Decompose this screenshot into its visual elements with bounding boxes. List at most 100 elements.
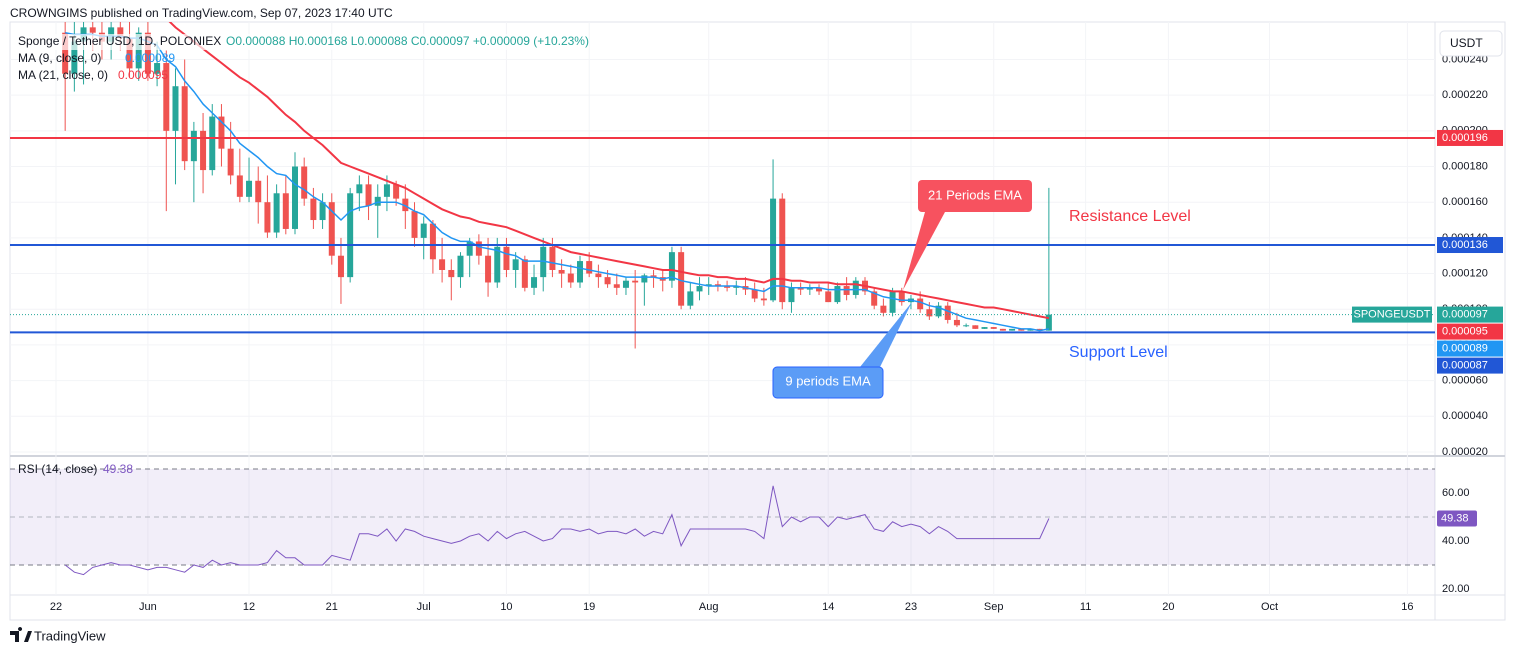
ma9-value: 0.000089 [125,51,175,65]
x-tick-label: 12 [243,601,255,613]
ema-line [168,22,1050,320]
price-value-label: 0.000095 [1442,325,1488,337]
candle-body [163,63,170,131]
candle-body [567,273,574,283]
candle-body [531,277,538,288]
candle-body [1009,328,1016,331]
candle-body [852,280,859,295]
candle-body [871,291,878,306]
candle-body [696,286,703,292]
candle-body [135,32,142,69]
candle-body [687,291,694,306]
y-tick-label: 60.00 [1442,487,1470,499]
rsi-value-label: 49.38 [1441,512,1469,524]
candle-body [89,27,96,33]
candle-body [475,241,482,256]
candle-body [917,298,924,310]
candle-body [963,325,970,327]
candle-body [1045,314,1052,331]
candle-body [981,327,988,329]
candle-body [586,261,593,274]
candle-body [733,286,740,288]
candle-body [622,280,629,288]
candle-body [227,148,234,176]
candle-body [705,284,712,287]
y-tick-label: 0.000180 [1442,160,1488,172]
axis-labels: 22 Jun 12 21 Jul 10 19 Aug 14 23 Sep 11 20 Oct 16 0.000… [50,53,1503,613]
candle-body [319,202,326,221]
price-value-box [1437,357,1503,374]
symbol-box [1352,306,1432,323]
candle-body [613,284,620,288]
currency-button[interactable] [1439,30,1503,57]
y-tick-label: 0.000020 [1442,446,1488,458]
x-tick-label: Jul [417,601,431,613]
candle-body [236,175,243,197]
candle-body [273,193,280,233]
currency-label[interactable]: USDT [1450,36,1483,50]
ema21-callout: 21 Periods EMA [903,180,1032,290]
x-tick-label: Aug [699,601,719,613]
candle-body [521,259,528,288]
candle-body [356,184,363,194]
candle-body [724,286,731,288]
callout-text: 9 periods EMA [785,373,871,388]
candle-body [577,261,583,283]
candle-body [843,286,850,295]
candle-body [503,246,510,270]
callout-pointer [860,302,912,367]
x-tick-label: 23 [905,601,917,613]
y-tick-label: 0.000240 [1442,53,1488,65]
candle-body [154,63,161,74]
candle-body [420,223,427,238]
x-tick-label: 14 [822,601,834,613]
x-tick-label: 11 [1080,601,1091,613]
candle-body [172,86,179,131]
rsi-line [64,485,1050,576]
candle-body [310,198,317,221]
candle-body [751,289,758,299]
symbol-title: Sponge / Tether USD, 1D, POLONIEX [18,34,221,48]
y-tick-label: 0.000060 [1442,375,1488,387]
candle-body [411,211,418,238]
x-tick-label: Oct [1261,601,1278,613]
callout-box [772,366,884,399]
candle-body [935,305,942,317]
candle-body [953,319,960,326]
ema-line [65,31,1050,332]
ohlc-legend: O0.000088 H0.000168 L0.000088 C0.000097 … [226,34,589,48]
candle-body [668,252,675,281]
candle-body [126,38,133,69]
callout-box [918,180,1032,212]
candle-body [512,259,519,270]
candle-body [457,255,464,278]
candle-body [181,86,188,162]
x-tick-label: 20 [1162,601,1174,613]
rsi-legend-value: 49.38 [103,462,133,476]
candle-body [1036,328,1043,331]
ma21-value: 0.000095 [118,68,168,82]
footer-logo [10,627,32,642]
support-text: Support Level [1069,344,1168,361]
rsi-pane [10,468,1435,576]
chart-frame [9,21,1506,621]
candle-body [779,198,786,303]
x-tick-label: 22 [50,601,62,613]
candle-body [816,287,823,292]
candle-body [760,298,767,301]
rsi-value-box [1437,510,1477,527]
candle-body [71,41,78,74]
resistance-text: Resistance Level [1069,208,1191,225]
candle-body [439,259,446,270]
candle-body [898,291,905,303]
candle-body [494,246,501,283]
rsi-legend: RSI (14, close) [18,462,97,476]
candle-body [328,202,335,256]
candle-body [549,246,556,270]
candle-body [825,291,832,303]
x-tick-label: 16 [1401,601,1413,613]
candle-body [209,116,216,171]
y-tick-label: 40.00 [1442,535,1470,547]
x-tick-label: Jun [139,601,157,613]
footer-brand: TradingView [34,628,106,643]
